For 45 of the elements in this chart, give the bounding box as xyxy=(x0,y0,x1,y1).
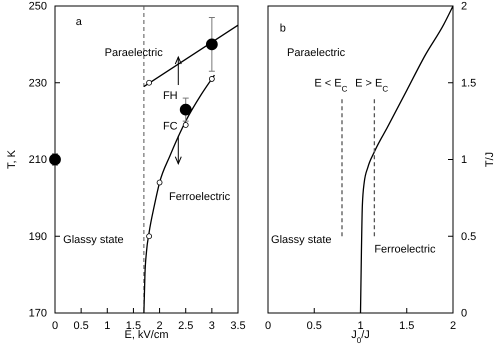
x-tick-label: 1.5 xyxy=(399,320,414,332)
x-axis-title: J$_{0}$/J xyxy=(351,329,370,344)
x-tick-label: 1 xyxy=(104,320,110,332)
y-tick-label: 190 xyxy=(28,230,47,243)
x-tick-label: 2 xyxy=(156,320,163,332)
y-tick-label: 210 xyxy=(28,154,47,166)
annotation: Paraelectric xyxy=(104,46,164,59)
y2-tick-label: 0.5 xyxy=(461,230,476,243)
point xyxy=(180,104,192,116)
point xyxy=(49,154,61,166)
point xyxy=(146,233,152,240)
annotation: FC xyxy=(162,120,178,133)
y-axis-title: T, K xyxy=(6,149,18,169)
y2-tick-label: 1.5 xyxy=(461,77,476,90)
x-tick-label: 3.5 xyxy=(230,320,246,332)
x-tick-label: 1 xyxy=(357,320,364,332)
x-tick-label: 0.5 xyxy=(306,320,322,332)
annotation: Glassy state xyxy=(271,234,332,246)
y2-tick-label: 2 xyxy=(461,0,468,13)
annotation: E > E$_{C}$ xyxy=(355,78,388,94)
y-tick-label: 230 xyxy=(28,77,47,90)
y2-tick-label: 1 xyxy=(461,154,468,166)
point xyxy=(208,76,215,82)
x-tick-label: 2.5 xyxy=(178,320,194,332)
x-tick-label: 3 xyxy=(208,320,215,332)
y-tick-label: 170 xyxy=(28,308,47,320)
y2-axis-title: T/J xyxy=(484,152,496,168)
annotation: E < E$_{C}$ xyxy=(314,78,348,94)
annotation: Ferroelectric xyxy=(169,191,231,204)
y2-tick-label: 0 xyxy=(461,308,468,320)
annotation: FH xyxy=(162,90,178,102)
annotation: b xyxy=(280,22,286,34)
annotation: Paraelectric xyxy=(287,46,346,59)
y-tick-label: 250 xyxy=(28,0,47,13)
x-tick-label: 0 xyxy=(264,320,272,332)
annotation: Glassy state xyxy=(63,234,124,246)
x-tick-label: 0 xyxy=(52,320,58,332)
x-tick-label: 0.5 xyxy=(73,320,89,332)
point xyxy=(146,80,152,86)
point xyxy=(206,38,218,50)
x-tick-label: 2 xyxy=(450,320,456,332)
x-axis-title: E, kV/cm xyxy=(124,329,169,341)
annotation: Ferroelectric xyxy=(374,243,436,256)
point xyxy=(156,180,162,186)
annotation: a xyxy=(76,16,83,28)
